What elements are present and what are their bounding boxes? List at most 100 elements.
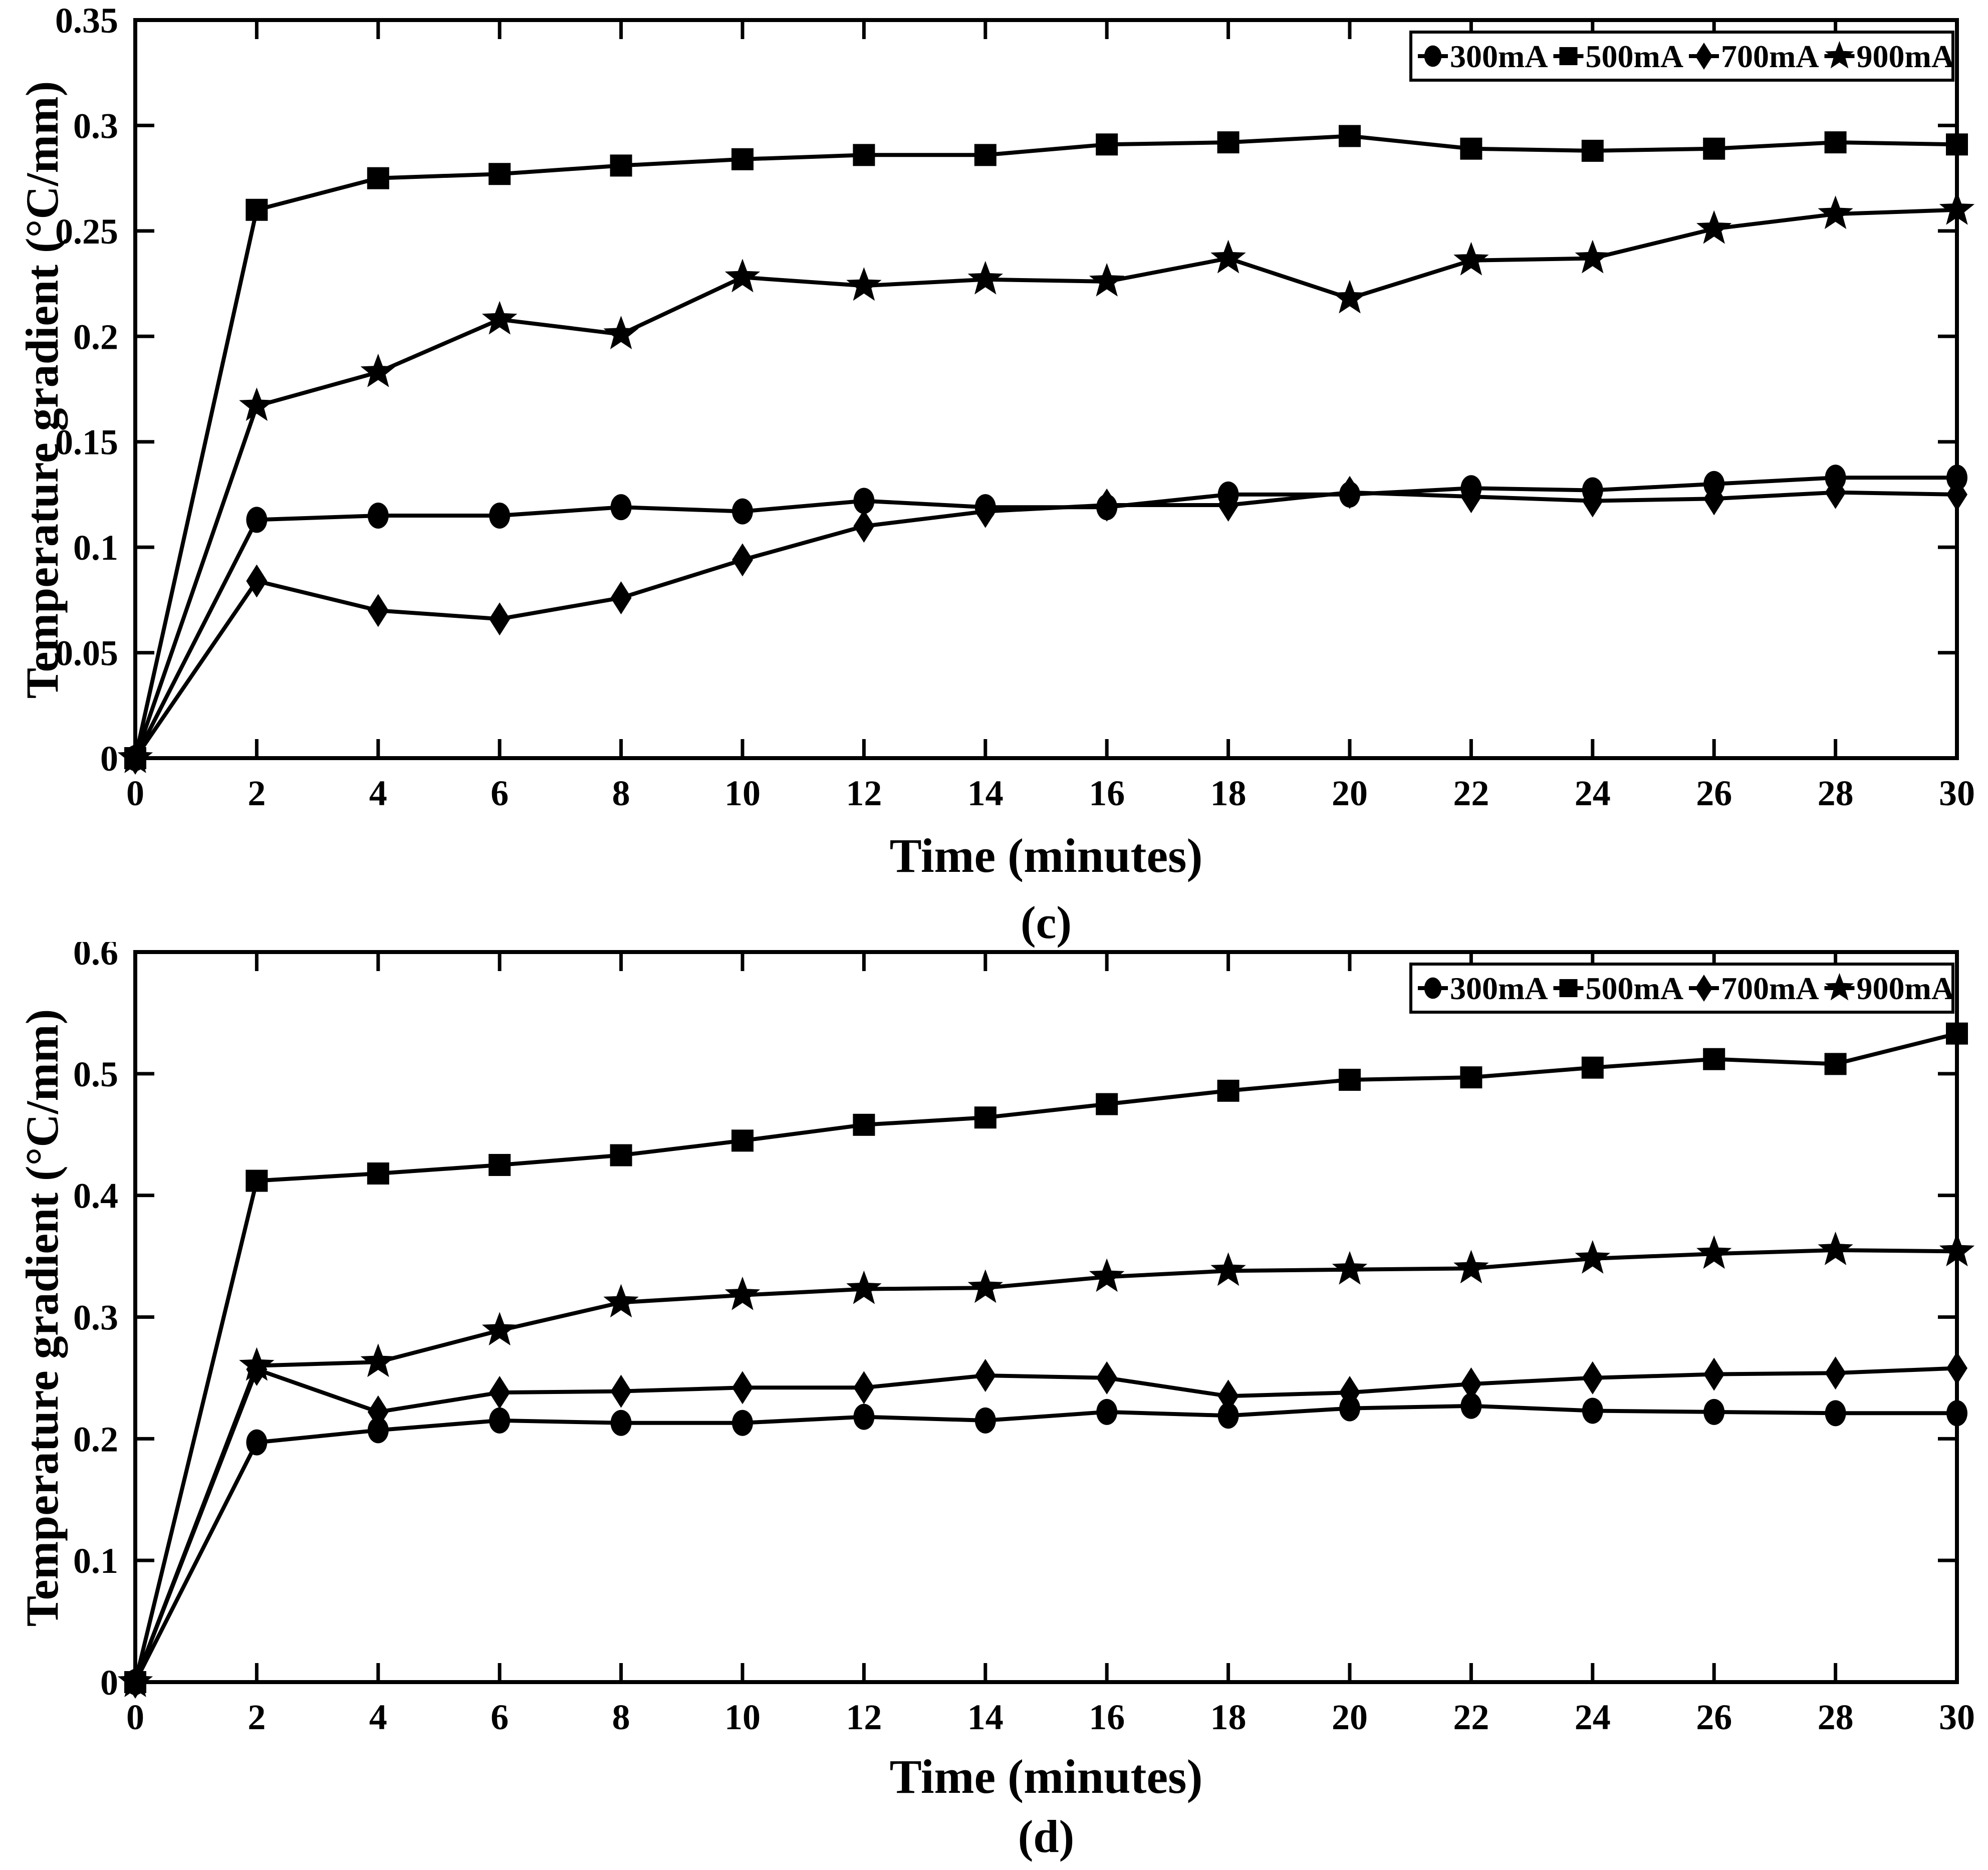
series-700mA-diamond-marker: [853, 1371, 875, 1405]
chart-d-canvas: 0 2 4 6 8 10 12 14 16 18 20 22 24 26 28 3000.10.20.30.4…: [73, 942, 1975, 1737]
series-500mA-square-marker: [974, 1106, 997, 1129]
series-700mA-diamond-marker: [853, 510, 875, 543]
legend-300mA-label: 300mA: [1450, 971, 1548, 1006]
y-tick-label: 0.25: [55, 211, 118, 252]
x-tick-label: 10: [724, 1697, 761, 1737]
series-900mA-star-marker: [1453, 1250, 1489, 1284]
series-900mA-star-marker: [482, 1312, 518, 1346]
series-700mA-diamond-marker: [1825, 476, 1846, 509]
series-300mA-circle-marker: [732, 1410, 753, 1436]
series-500mA-square-marker: [488, 1153, 511, 1176]
legend-700mA-label: 700mA: [1721, 39, 1819, 74]
y-tick-label: 0.2: [73, 317, 118, 357]
series-700mA-diamond-marker: [1096, 488, 1118, 522]
series-300mA-circle-marker: [1096, 1398, 1118, 1425]
series-900mA-star-marker: [1089, 1258, 1125, 1292]
series-300mA-line: [133, 476, 1957, 759]
x-tick-label: 4: [369, 773, 387, 813]
y-tick-label: 0.3: [73, 1298, 118, 1338]
plot-box: [133, 18, 1959, 760]
series-700mA-diamond-marker: [610, 1374, 632, 1408]
series-700mA-diamond-marker: [489, 1376, 511, 1410]
legend-900mA-star-marker: [1825, 41, 1854, 69]
x-tick-label: 22: [1453, 773, 1489, 813]
series-700mA-diamond-marker: [1217, 488, 1239, 522]
series-700mA-diamond-marker: [1946, 1351, 1967, 1385]
y-tick-label: 0.35: [55, 1, 118, 41]
series-700mA-diamond-marker: [1703, 482, 1725, 516]
x-tick-label: 28: [1818, 773, 1854, 813]
series-900mA-star-marker: [1575, 240, 1610, 274]
x-tick-label: 24: [1575, 1697, 1611, 1737]
x-tick-label: 14: [967, 1697, 1004, 1737]
series-300mA-circle-marker: [974, 1407, 996, 1434]
x-tick-label: 2: [247, 1697, 266, 1737]
series-500mA-square-marker: [1824, 131, 1847, 154]
series-500mA-square-marker: [1581, 139, 1604, 162]
series-300mA-line: [133, 1404, 1957, 1683]
legend-500mA-label: 500mA: [1586, 971, 1684, 1006]
x-tick-label: 16: [1089, 773, 1125, 813]
series-900mA-star-marker: [1210, 240, 1246, 274]
series-500mA-square-marker: [367, 167, 389, 189]
legend-300mA-label: 300mA: [1450, 39, 1548, 74]
series-300mA-circle-marker: [610, 1410, 632, 1436]
series-300mA-circle-marker: [1825, 1400, 1846, 1427]
series-300mA-circle-marker: [246, 507, 268, 533]
series-900mA-line: [133, 207, 1957, 759]
x-tick-label: 30: [1939, 773, 1975, 813]
x-tick-label: 8: [612, 773, 630, 813]
series-700mA-diamond-marker: [1339, 476, 1360, 509]
series-900mA-star-marker: [1332, 1251, 1368, 1285]
series-900mA-star-marker: [1089, 263, 1125, 297]
series-700mA-diamond-marker: [974, 1359, 996, 1392]
x-tick-label: 28: [1818, 1697, 1854, 1737]
series-500mA-square-marker: [974, 144, 997, 166]
series-500mA-square-marker: [853, 1113, 875, 1136]
x-tick-label: 0: [126, 1697, 144, 1737]
series-500mA-square-marker: [1096, 133, 1118, 156]
series-500mA-line: [133, 134, 1957, 759]
series-700mA-diamond-marker: [367, 1395, 389, 1429]
series-300mA-circle-marker: [853, 1404, 875, 1430]
series-500mA-square-marker: [731, 148, 754, 170]
series-300mA-circle-marker: [1703, 1398, 1725, 1425]
series-500mA-square-marker: [245, 1170, 268, 1192]
series-900mA-star-marker: [1696, 1235, 1732, 1269]
series-300mA-circle-marker: [367, 503, 389, 529]
x-tick-label: 30: [1939, 1697, 1975, 1737]
y-tick-label: 0: [100, 739, 118, 779]
series-300mA-circle-marker: [853, 488, 875, 514]
series-700mA-diamond-marker: [732, 1371, 753, 1405]
series-900mA-star-marker: [724, 259, 761, 293]
x-tick-label: 4: [369, 1697, 387, 1737]
legend-500mA-square-marker: [1559, 47, 1578, 66]
legend-900mA-star-marker: [1825, 973, 1854, 1001]
series-300mA-circle-marker: [1217, 1402, 1239, 1429]
x-tick-label: 12: [846, 1697, 882, 1737]
series-700mA-diamond-marker: [1460, 1367, 1482, 1401]
y-tick-label: 0.6: [73, 942, 118, 973]
y-tick-label: 0.1: [73, 528, 118, 568]
series-900mA-star-marker: [846, 1270, 882, 1304]
series-700mA-diamond-marker: [1825, 1356, 1846, 1390]
y-tick-label: 0.5: [73, 1054, 118, 1094]
series-900mA-star-marker: [1818, 1231, 1853, 1265]
y-tick-label: 0.15: [55, 422, 118, 462]
series-900mA-star-marker: [1939, 191, 1975, 225]
chart-d-x-axis-label: Time (minutes): [889, 1750, 1203, 1803]
series-700mA-line: [133, 1366, 1957, 1683]
series-500mA-square-marker: [1217, 131, 1239, 154]
series-300mA-circle-marker: [246, 1429, 268, 1456]
series-500mA-square-marker: [853, 144, 875, 166]
series-900mA-star-marker: [1210, 1252, 1246, 1286]
legend-900mA-label: 900mA: [1857, 39, 1955, 74]
series-900mA-star-marker: [1453, 242, 1489, 276]
x-tick-label: 6: [490, 1697, 509, 1737]
series-700mA-diamond-marker: [246, 564, 268, 598]
series-500mA-square-marker: [1824, 1053, 1847, 1075]
series-700mA-diamond-marker: [732, 543, 753, 577]
chart-c-caption: (c): [1020, 897, 1072, 948]
series-700mA-diamond-marker: [610, 581, 632, 615]
